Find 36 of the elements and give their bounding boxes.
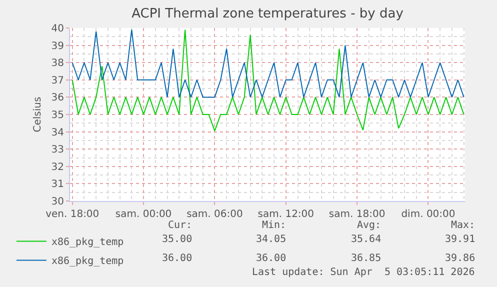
text: 35.64 — [351, 234, 382, 245]
text: Max: — [451, 220, 476, 231]
y-tick-label: 39 — [51, 40, 64, 52]
text: 36.00 — [162, 253, 192, 264]
y-tick-label: 38 — [51, 58, 64, 70]
y-tick-label: 33 — [51, 144, 64, 156]
x-tick-label: sam. 18:00 — [328, 209, 386, 220]
y-tick-label: 35 — [51, 110, 64, 121]
text: 35.00 — [162, 234, 192, 245]
y-tick-label: 40 — [51, 24, 64, 34]
text: Min: — [262, 220, 286, 231]
text: Last update: Sun Apr 5 03:05:11 2026 — [252, 267, 475, 278]
line-series — [72, 29, 464, 98]
line-series — [72, 29, 464, 132]
x-tick-label: sam. 00:00 — [115, 209, 172, 220]
y-tick-label: 36 — [51, 92, 64, 104]
legend-label: x86_pkg_temp — [51, 256, 124, 268]
text: 34.05 — [256, 234, 286, 245]
text: Avg: — [357, 220, 382, 231]
y-tick-label: 37 — [51, 75, 64, 86]
chart-title: ACPI Thermal zone temperatures - by day — [132, 6, 404, 22]
y-tick-label: 34 — [51, 127, 64, 138]
legend-label: x86_pkg_temp — [51, 237, 124, 248]
y-tick-label: 31 — [51, 179, 64, 190]
text: Cur: — [168, 220, 192, 231]
text: 39.91 — [445, 234, 476, 245]
x-tick-label: sam. 06:00 — [186, 209, 243, 220]
x-tick-label: ven. 18:00 — [46, 209, 100, 220]
text: 36.85 — [351, 253, 382, 264]
x-tick-label: dim. 00:00 — [401, 209, 456, 220]
text: 39.86 — [445, 253, 476, 264]
text: 36.00 — [256, 253, 286, 264]
y-tick-label: 32 — [51, 162, 64, 173]
y-axis-title: Celsius — [32, 96, 44, 132]
y-tick-label: 30 — [51, 196, 64, 208]
x-tick-label: sam. 12:00 — [258, 209, 314, 220]
